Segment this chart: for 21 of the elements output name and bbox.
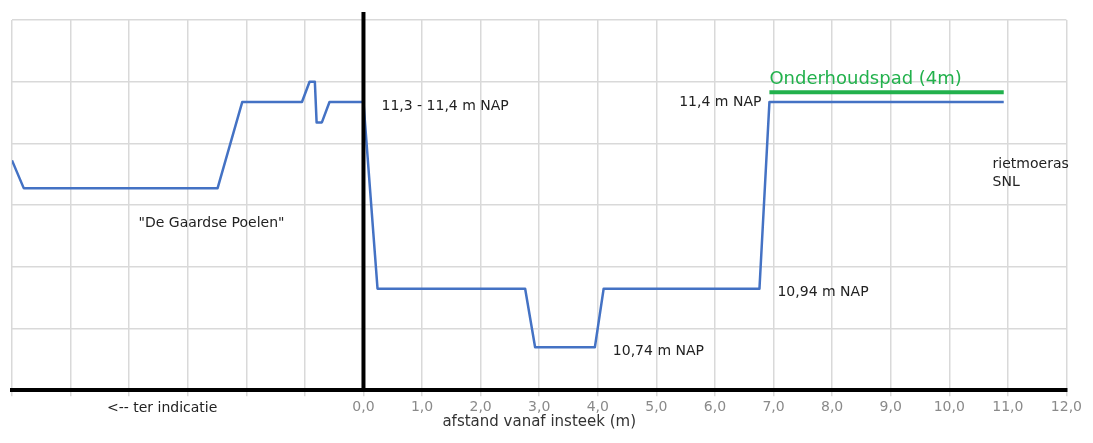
annotation: 11,4 m NAP — [679, 92, 762, 109]
x-tick-label: 6,0 — [703, 398, 727, 415]
annotation: 10,74 m NAP — [612, 341, 704, 358]
x-tick-label: 11,0 — [992, 398, 1024, 415]
x-tick-label: 7,0 — [762, 398, 785, 415]
x-tick-label: 8,0 — [820, 398, 844, 415]
x-tick-label: 5,0 — [645, 398, 668, 415]
x-tick-label: 3,0 — [528, 398, 551, 415]
annotation: "De Gaardse Poelen" — [138, 214, 285, 231]
x-tick-label: 10,0 — [933, 398, 965, 415]
x-tick-label: 9,0 — [879, 398, 902, 415]
x-tick-label: 2,0 — [469, 398, 492, 415]
text: <-- ter indicatie — [106, 399, 218, 416]
annotation: 10,94 m NAP — [777, 283, 869, 300]
x-tick-label: 12,0 — [1050, 398, 1082, 415]
annotation: 11,3 - 11,4 m NAP — [381, 96, 509, 113]
x-tick-label: 1,0 — [410, 398, 434, 415]
x-tick-label: 4,0 — [586, 398, 609, 415]
annotation: rietmoeras SNL — [992, 155, 1069, 190]
x-tick-label: 0,0 — [352, 398, 375, 415]
series-label: Onderhoudspad (4m) — [769, 66, 962, 88]
